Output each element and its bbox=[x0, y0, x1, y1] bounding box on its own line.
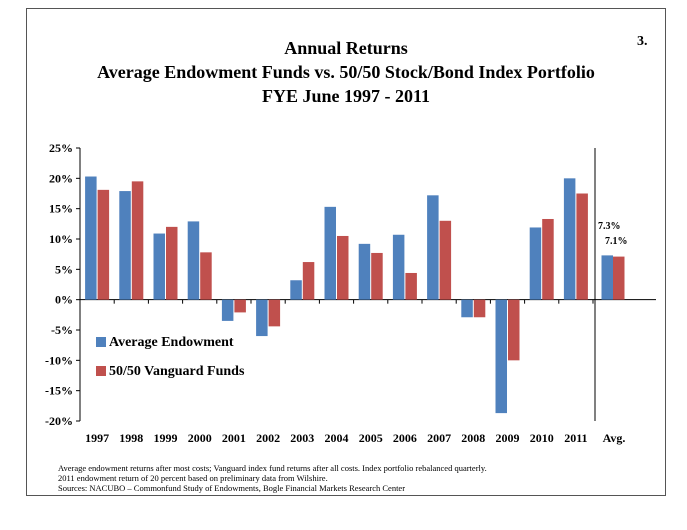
x-tick-label: 2011 bbox=[564, 431, 587, 445]
data-label-avg-endowment: 7.3% bbox=[598, 221, 621, 232]
x-tick-label: 1997 bbox=[85, 431, 109, 445]
x-tick-label: 2005 bbox=[359, 431, 383, 445]
y-tick-label: 20% bbox=[49, 171, 73, 185]
bar-vanguard-funds bbox=[542, 218, 554, 300]
bar-average-endowment bbox=[256, 299, 268, 337]
bar-average-endowment bbox=[324, 206, 336, 300]
bar-vanguard-funds bbox=[439, 220, 452, 300]
bar-average-endowment bbox=[187, 221, 200, 300]
x-tick-label: 2008 bbox=[461, 431, 485, 445]
y-tick-label: 15% bbox=[49, 202, 73, 216]
bar-average-endowment bbox=[563, 178, 576, 300]
slide-frame bbox=[26, 8, 666, 496]
x-tick-label: 2006 bbox=[393, 431, 417, 445]
x-tick-label: 2004 bbox=[325, 431, 349, 445]
y-tick-label: 5% bbox=[55, 262, 73, 276]
legend-label: Average Endowment bbox=[109, 335, 234, 350]
legend-label: 50/50 Vanguard Funds bbox=[109, 364, 245, 379]
x-tick-label-avg: Avg. bbox=[603, 431, 626, 445]
bar-vanguard-funds bbox=[302, 262, 315, 300]
bar-vanguard-funds bbox=[473, 299, 486, 318]
bar-vanguard-funds bbox=[166, 226, 178, 300]
y-tick-label: -10% bbox=[45, 353, 73, 367]
footnote-wilshire: 2011 endowment return of 20 percent base… bbox=[58, 473, 328, 483]
bar-vanguard-funds bbox=[97, 189, 110, 300]
bar-vanguard-funds bbox=[337, 235, 349, 300]
x-tick-label: 2001 bbox=[222, 431, 246, 445]
y-tick-label: 10% bbox=[49, 232, 73, 246]
data-label-avg-vanguard: 7.1% bbox=[605, 236, 628, 247]
bar-average-endowment bbox=[153, 233, 165, 300]
bar-average-endowment bbox=[461, 299, 473, 318]
bar-average-endowment bbox=[529, 227, 542, 300]
bar-average-endowment bbox=[290, 280, 302, 300]
x-tick-label: 1998 bbox=[119, 431, 143, 445]
bar-vanguard-funds bbox=[268, 299, 281, 327]
bar-vanguard-funds bbox=[200, 252, 212, 300]
x-tick-label: 2010 bbox=[530, 431, 554, 445]
bar-vanguard-funds bbox=[234, 299, 246, 313]
footnote-costs: Average endowment returns after most cos… bbox=[58, 463, 487, 473]
y-tick-label: 0% bbox=[55, 293, 73, 307]
x-tick-label: 2003 bbox=[290, 431, 314, 445]
bar-average-endowment bbox=[495, 299, 507, 414]
bar-vanguard-funds bbox=[405, 272, 417, 300]
x-tick-label: 2007 bbox=[427, 431, 451, 445]
slide-number: 3. bbox=[637, 34, 648, 49]
bar-average-endowment bbox=[392, 234, 405, 300]
x-tick-label: 2002 bbox=[256, 431, 280, 445]
bar-vanguard-funds bbox=[576, 193, 588, 300]
bar-vanguard-funds bbox=[508, 299, 520, 361]
x-tick-label: 2000 bbox=[188, 431, 212, 445]
bar-average-endowment bbox=[427, 195, 439, 300]
bar-average-endowment bbox=[221, 299, 234, 321]
y-tick-label: -15% bbox=[45, 384, 73, 398]
chart-subtitle: Average Endowment Funds vs. 50/50 Stock/… bbox=[97, 62, 595, 82]
legend-swatch bbox=[96, 337, 106, 347]
bar-average-endowment bbox=[358, 243, 371, 300]
x-tick-label: 2009 bbox=[496, 431, 520, 445]
bar-average-endowment bbox=[119, 191, 131, 300]
bar-vanguard-funds bbox=[371, 252, 383, 300]
bar-average-endowment bbox=[85, 176, 97, 300]
x-tick-label: 1999 bbox=[154, 431, 178, 445]
y-tick-label: -20% bbox=[45, 414, 73, 428]
chart-title: Annual Returns bbox=[284, 38, 408, 58]
chart-period: FYE June 1997 - 2011 bbox=[261, 86, 430, 106]
bar-vanguard-funds bbox=[131, 181, 144, 300]
footnote-sources: Sources: NACUBO – Commonfund Study of En… bbox=[58, 483, 406, 493]
bar-vanguard-funds-avg bbox=[613, 256, 625, 300]
bar-average-endowment-avg bbox=[601, 255, 613, 300]
y-tick-label: 25% bbox=[49, 141, 73, 155]
legend-swatch bbox=[96, 366, 106, 376]
y-tick-label: -5% bbox=[51, 323, 73, 337]
